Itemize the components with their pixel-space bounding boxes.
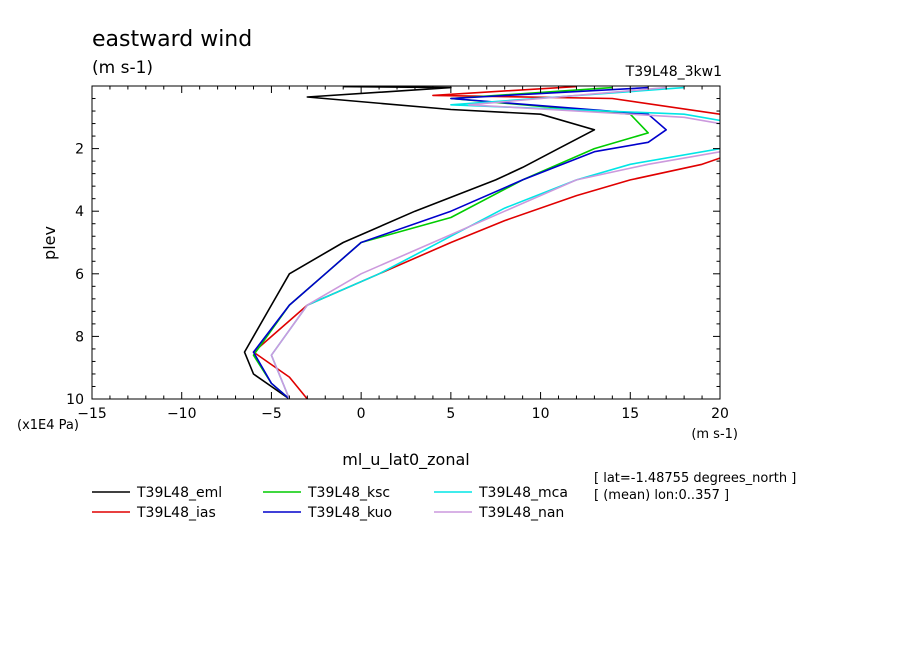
x-tick-label-5: 10 [532,406,550,422]
chart-subtitle: (m s-1) [92,58,153,78]
legend-label-5: T39L48_nan [478,505,564,521]
legend-label-2: T39L48_ksc [307,485,390,501]
x-unit-label: (m s-1) [691,427,738,442]
series-line-0 [243,86,596,399]
run-label: T39L48_3kw1 [625,64,722,80]
x-tick-label-6: 15 [621,406,639,422]
legend: T39L48_eml T39L48_ias T39L48_ksc T39L48_kuo… [92,485,568,521]
x-axis-label: ml_u_lat0_zonal [342,450,469,470]
info-lon: [ (mean) lon:0..357 ] [594,488,729,503]
y-tick-label-2: 6 [75,267,84,283]
legend-label-1: T39L48_ias [136,505,216,521]
x-tick-label-7: 20 [711,406,729,422]
x-tick-label-1: −10 [167,406,197,422]
y-tick-label-4: 10 [66,392,84,408]
x-tick-label-3: 0 [357,406,366,422]
series-line-1 [252,86,720,399]
series-line-3 [252,86,668,399]
y-tick-label-0: 2 [75,142,84,158]
series-line-4 [270,86,720,399]
y-axis-label: plev [40,226,59,260]
info-lat: [ lat=-1.48755 degrees_north ] [594,471,796,486]
x-tick-label-4: 5 [446,406,455,422]
y-unit-label: (x1E4 Pa) [17,418,79,433]
series-line-5 [270,86,720,399]
y-tick-label-1: 4 [75,204,84,220]
x-tick-label-0: −15 [77,406,107,422]
legend-label-0: T39L48_eml [136,485,222,501]
x-tick-label-2: −5 [261,406,282,422]
legend-label-3: T39L48_kuo [307,505,392,521]
chart-title: eastward wind [92,27,252,52]
legend-label-4: T39L48_mca [478,485,568,501]
plot-frame [91,85,721,400]
y-tick-label-3: 8 [75,329,84,345]
